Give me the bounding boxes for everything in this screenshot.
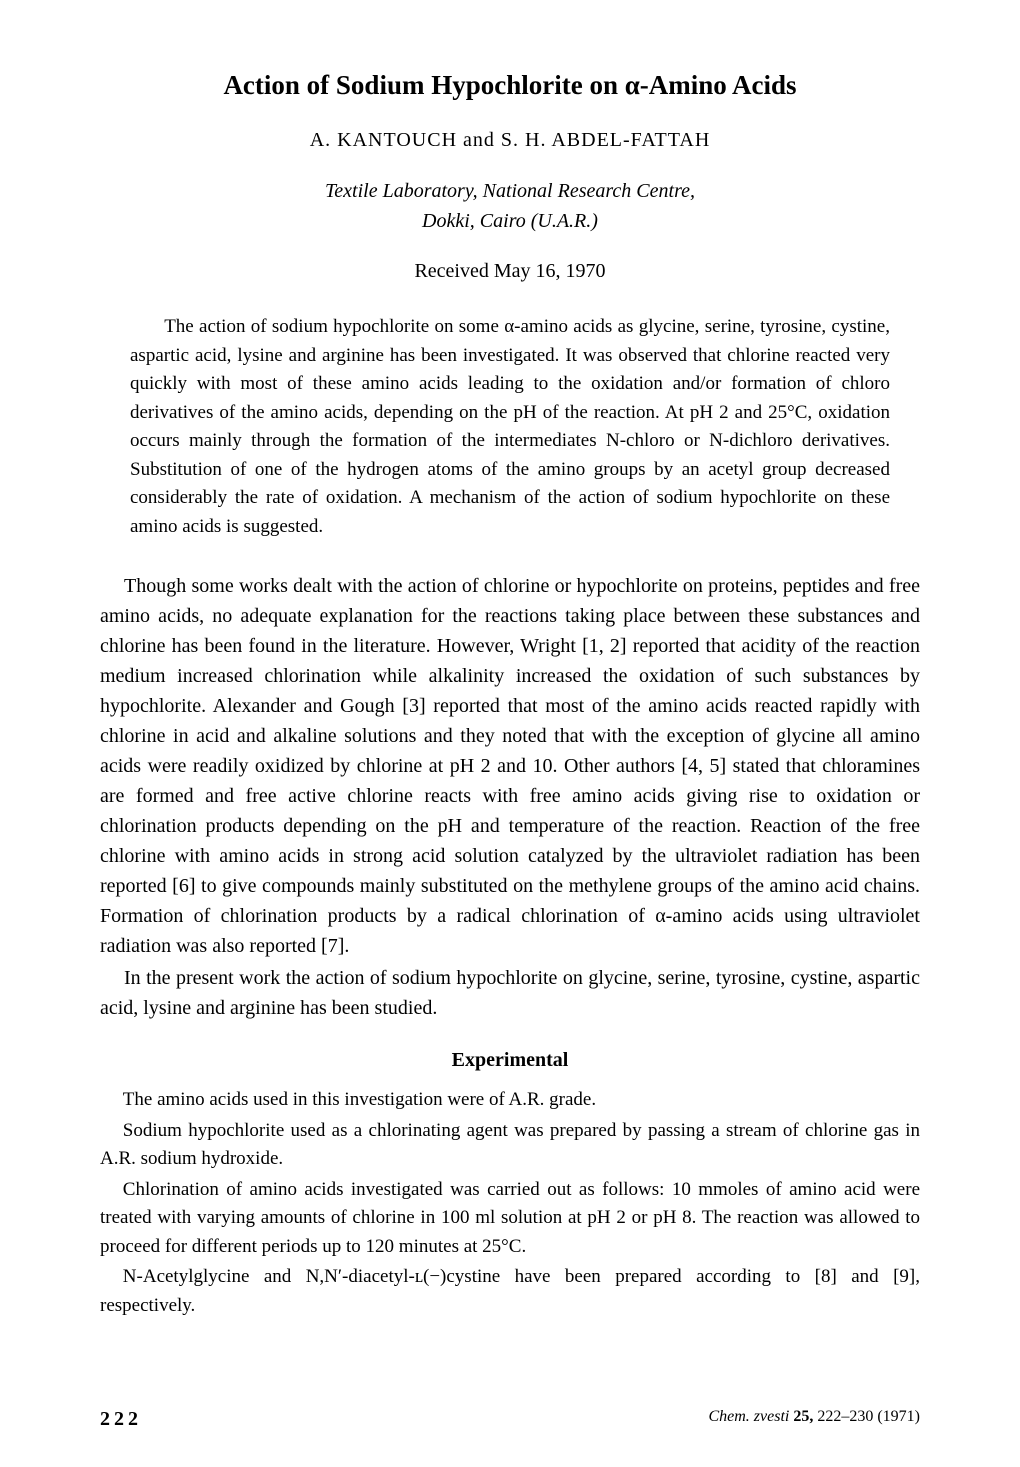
page: Action of Sodium Hypochlorite on α-Amino… — [0, 0, 1020, 1467]
experimental-paragraph-2: Sodium hypochlorite used as a chlorinati… — [100, 1117, 920, 1174]
received-date: Received May 16, 1970 — [100, 260, 920, 283]
authors: A. KANTOUCH and S. H. ABDEL-FATTAH — [100, 129, 920, 152]
journal-reference: Chem. zvesti 25, 222–230 (1971) — [708, 1408, 920, 1431]
experimental-paragraph-1: The amino acids used in this investigati… — [100, 1086, 920, 1115]
abstract: The action of sodium hypochlorite on som… — [130, 313, 890, 541]
page-number: 222 — [100, 1408, 142, 1431]
journal-name: Chem. zvesti — [708, 1408, 789, 1425]
affiliation: Textile Laboratory, National Research Ce… — [100, 176, 920, 236]
journal-pages: 222–230 (1971) — [817, 1408, 920, 1425]
paper-title: Action of Sodium Hypochlorite on α-Amino… — [100, 70, 920, 101]
section-heading-experimental: Experimental — [100, 1049, 920, 1072]
body-paragraph-2: In the present work the action of sodium… — [100, 963, 920, 1023]
journal-volume: 25, — [793, 1408, 813, 1425]
body-paragraph-1: Though some works dealt with the action … — [100, 571, 920, 961]
affiliation-line-1: Textile Laboratory, National Research Ce… — [325, 180, 695, 202]
page-footer: 222 Chem. zvesti 25, 222–230 (1971) — [100, 1408, 920, 1431]
experimental-paragraph-4: N-Acetylglycine and N,N′-diacetyl-ʟ(−)cy… — [100, 1263, 920, 1320]
affiliation-line-2: Dokki, Cairo (U.A.R.) — [422, 210, 598, 232]
experimental-paragraph-3: Chlorination of amino acids investigated… — [100, 1176, 920, 1262]
